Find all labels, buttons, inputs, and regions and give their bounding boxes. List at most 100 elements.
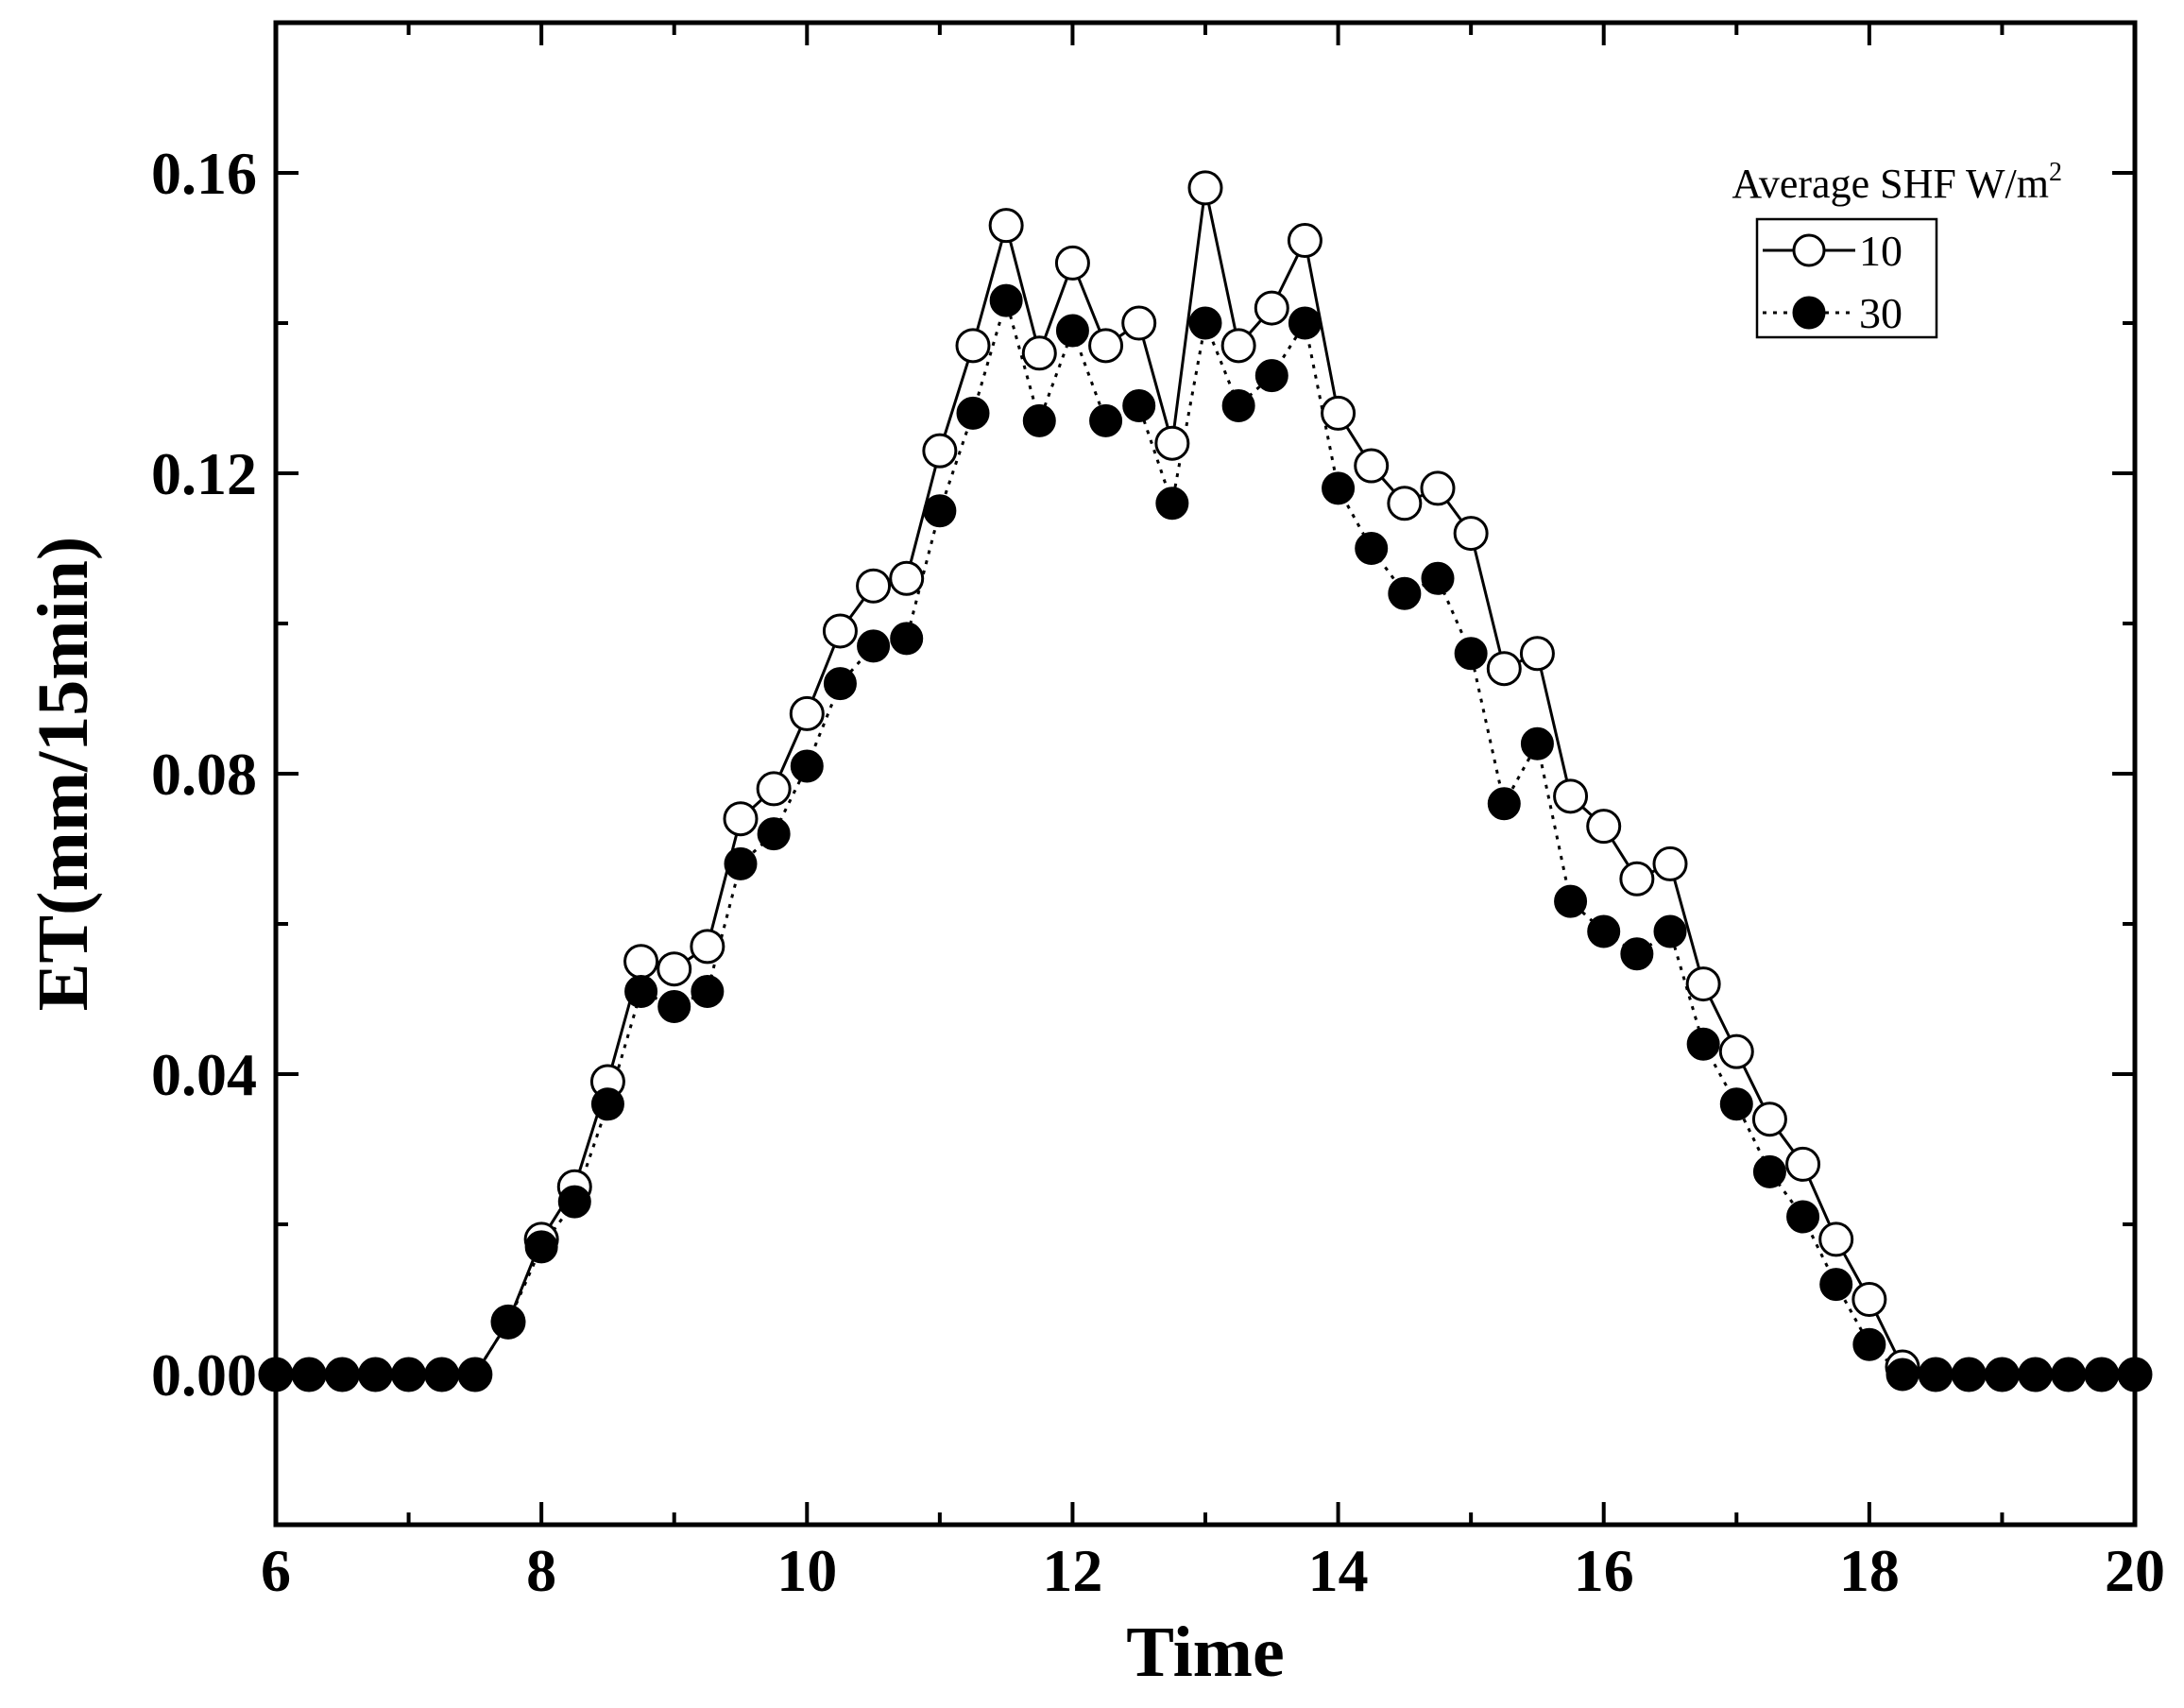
series-point-10 bbox=[1287, 223, 1322, 259]
series-point-30 bbox=[358, 1358, 392, 1392]
series-point-10 bbox=[789, 695, 825, 731]
x-tick-label: 12 bbox=[1042, 1537, 1102, 1604]
series-point-10 bbox=[1718, 1033, 1754, 1069]
series-point-30 bbox=[1852, 1327, 1886, 1361]
series-point-10 bbox=[1021, 335, 1057, 371]
y-tick-label: 0.00 bbox=[151, 1341, 257, 1409]
series-point-10 bbox=[623, 944, 659, 980]
series-point-10 bbox=[1420, 470, 1456, 506]
y-tick-label: 0.04 bbox=[151, 1041, 257, 1108]
x-tick-label: 18 bbox=[1839, 1537, 1900, 1604]
x-tick-label: 14 bbox=[1308, 1537, 1369, 1604]
legend-box bbox=[1755, 217, 1938, 339]
series-point-30 bbox=[1355, 532, 1389, 565]
series-point-30 bbox=[1819, 1268, 1853, 1302]
series-point-30 bbox=[624, 975, 658, 1009]
series-point-10 bbox=[1354, 448, 1390, 484]
series-point-10 bbox=[1519, 636, 1555, 672]
series-point-10 bbox=[1321, 395, 1356, 431]
series-point-30 bbox=[1454, 637, 1488, 671]
series-point-30 bbox=[2085, 1358, 2119, 1392]
series-point-10 bbox=[1220, 328, 1256, 364]
series-point-10 bbox=[1154, 425, 1190, 461]
legend-label-10: 10 bbox=[1859, 227, 1902, 275]
series-point-30 bbox=[1487, 787, 1521, 821]
legend-marker-30 bbox=[1792, 296, 1826, 330]
series-point-30 bbox=[1188, 306, 1222, 340]
legend: Average SHF W/m2 10 30 bbox=[1732, 158, 2062, 339]
series-point-30 bbox=[1421, 561, 1455, 595]
legend-title-superscript: 2 bbox=[2049, 158, 2062, 187]
series-point-30 bbox=[1288, 306, 1322, 340]
series-point-10 bbox=[822, 613, 858, 649]
series-point-30 bbox=[1155, 487, 1189, 521]
series-point-30 bbox=[1719, 1087, 1753, 1121]
series-point-30 bbox=[1885, 1358, 1920, 1392]
series-point-10 bbox=[756, 771, 792, 807]
series-point-10 bbox=[1553, 778, 1589, 814]
series-point-10 bbox=[1088, 328, 1124, 364]
legend-marker-10 bbox=[1792, 233, 1826, 267]
series-point-30 bbox=[691, 975, 725, 1009]
series-point-10 bbox=[922, 433, 958, 469]
x-tick-label: 10 bbox=[776, 1537, 837, 1604]
series-point-10 bbox=[1785, 1146, 1821, 1182]
series-point-30 bbox=[956, 396, 990, 430]
series-point-30 bbox=[1952, 1358, 1986, 1392]
series-point-30 bbox=[1122, 388, 1156, 422]
series-point-10 bbox=[1254, 290, 1289, 326]
legend-title-text: Average SHF W/m bbox=[1732, 161, 2049, 207]
series-point-30 bbox=[2052, 1358, 2086, 1392]
series-point-30 bbox=[491, 1305, 525, 1339]
x-tick-label: 16 bbox=[1574, 1537, 1634, 1604]
series-point-10 bbox=[1685, 966, 1721, 1002]
series-point-30 bbox=[890, 622, 924, 656]
series-point-30 bbox=[1254, 359, 1288, 393]
series-point-10 bbox=[1054, 245, 1090, 281]
series-point-30 bbox=[1322, 471, 1356, 505]
series-point-10 bbox=[955, 328, 991, 364]
series-point-10 bbox=[657, 951, 692, 987]
series-point-30 bbox=[1388, 576, 1422, 610]
series-point-30 bbox=[1985, 1358, 2019, 1392]
series-point-10 bbox=[1619, 861, 1655, 897]
series-point-30 bbox=[1055, 314, 1089, 348]
series-line-10 bbox=[276, 186, 2135, 1376]
series-point-10 bbox=[1586, 809, 1622, 845]
series-point-30 bbox=[458, 1358, 492, 1392]
series-point-10 bbox=[889, 560, 925, 596]
series-point-30 bbox=[1786, 1200, 1820, 1234]
series-point-30 bbox=[657, 989, 691, 1023]
x-axis-title: Time bbox=[1126, 1613, 1284, 1692]
plot-frame bbox=[273, 20, 2138, 1528]
series-point-30 bbox=[1686, 1027, 1720, 1061]
series-point-30 bbox=[2019, 1358, 2053, 1392]
series-point-30 bbox=[1520, 726, 1554, 760]
series-point-30 bbox=[1089, 403, 1123, 437]
series-point-30 bbox=[325, 1358, 359, 1392]
y-tick-label: 0.16 bbox=[151, 140, 257, 207]
x-tick-label: 8 bbox=[526, 1537, 556, 1604]
series-point-10 bbox=[1486, 651, 1522, 687]
series-point-30 bbox=[857, 629, 891, 663]
series-point-30 bbox=[923, 494, 957, 528]
x-tick-label: 20 bbox=[2105, 1537, 2165, 1604]
series-point-10 bbox=[723, 801, 759, 837]
y-axis-title: ET(mm/15min) bbox=[24, 537, 103, 1011]
series-point-30 bbox=[989, 283, 1023, 317]
series-point-30 bbox=[292, 1358, 326, 1392]
series-point-10 bbox=[1187, 170, 1223, 206]
series-point-30 bbox=[425, 1358, 459, 1392]
series-point-30 bbox=[524, 1230, 558, 1264]
series-point-30 bbox=[757, 817, 791, 851]
series-line-30 bbox=[276, 299, 2135, 1376]
series-point-10 bbox=[1751, 1102, 1787, 1137]
series-point-10 bbox=[1818, 1221, 1854, 1257]
legend-label-30: 30 bbox=[1859, 289, 1902, 337]
series-point-30 bbox=[1587, 914, 1621, 948]
series-point-30 bbox=[1022, 403, 1056, 437]
series-point-10 bbox=[1453, 516, 1489, 552]
series-point-10 bbox=[690, 929, 725, 965]
